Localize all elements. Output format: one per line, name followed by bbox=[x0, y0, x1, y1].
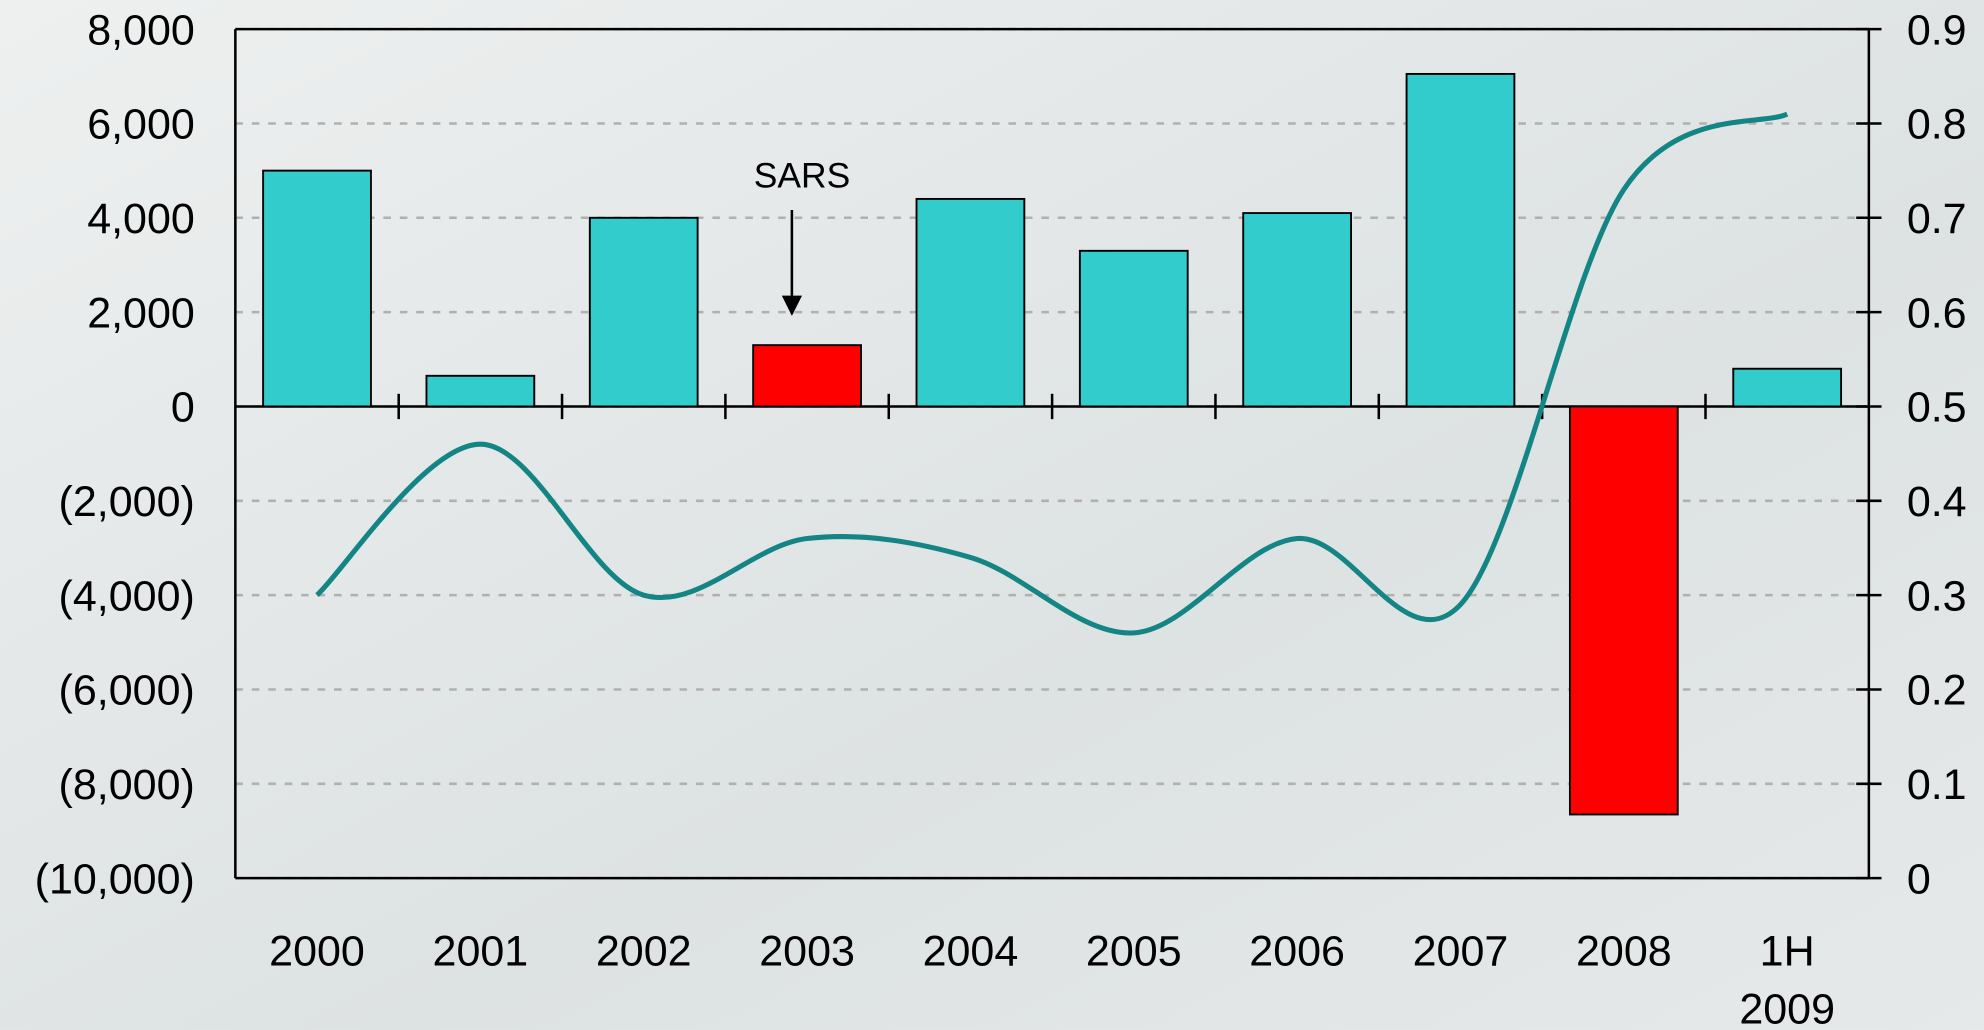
y-tick-label: 6,000 bbox=[87, 101, 195, 149]
y-tick-label: 4,000 bbox=[87, 195, 195, 243]
y-tick-label: (10,000) bbox=[35, 855, 195, 903]
y2-tick-label: 0.5 bbox=[1907, 384, 1967, 432]
y-tick-label: (4,000) bbox=[59, 572, 195, 620]
bar bbox=[1732, 367, 1843, 408]
x-tick-label: 2002 bbox=[596, 927, 692, 975]
x-tick-label: 2008 bbox=[1576, 927, 1672, 975]
annotation: SARS bbox=[754, 155, 850, 195]
y2-tick-label: 0.3 bbox=[1907, 572, 1967, 620]
y2-tick-label: 0.9 bbox=[1907, 6, 1967, 54]
x-tick-label: 2004 bbox=[923, 927, 1019, 975]
bar bbox=[1405, 72, 1516, 408]
y2-tick-label: 0.2 bbox=[1907, 667, 1967, 715]
y2-tick-label: 0 bbox=[1907, 855, 1931, 903]
y-tick-label: (6,000) bbox=[59, 667, 195, 715]
y-tick-label: (8,000) bbox=[59, 761, 195, 809]
y2-tick-label: 0.7 bbox=[1907, 195, 1967, 243]
bar bbox=[262, 169, 372, 408]
line bbox=[315, 111, 1789, 636]
y-tick-label: (2,000) bbox=[59, 478, 195, 526]
y2-tick-label: 0.6 bbox=[1907, 289, 1967, 337]
y2-tick-label: 0.1 bbox=[1907, 761, 1967, 809]
x-tick-label: 1H 2009 bbox=[1739, 927, 1835, 1030]
bar bbox=[1242, 212, 1352, 408]
x-tick-label: 2000 bbox=[269, 927, 365, 975]
y-tick-label: 2,000 bbox=[87, 289, 195, 337]
bar bbox=[915, 197, 1026, 408]
bar bbox=[1568, 405, 1679, 816]
bar bbox=[425, 374, 536, 408]
y-tick-label: 8,000 bbox=[87, 6, 195, 54]
x-tick-label: 2005 bbox=[1086, 927, 1182, 975]
y2-tick-label: 0.8 bbox=[1907, 101, 1967, 149]
y-tick-label: 0 bbox=[171, 384, 195, 432]
bar bbox=[1078, 249, 1189, 408]
x-tick-label: 2006 bbox=[1249, 927, 1345, 975]
bar bbox=[752, 344, 862, 408]
bar bbox=[588, 216, 699, 408]
x-tick-label: 2001 bbox=[433, 927, 529, 975]
x-tick-label: 2007 bbox=[1413, 927, 1509, 975]
x-tick-label: 2003 bbox=[759, 927, 855, 975]
y2-tick-label: 0.4 bbox=[1907, 478, 1967, 526]
